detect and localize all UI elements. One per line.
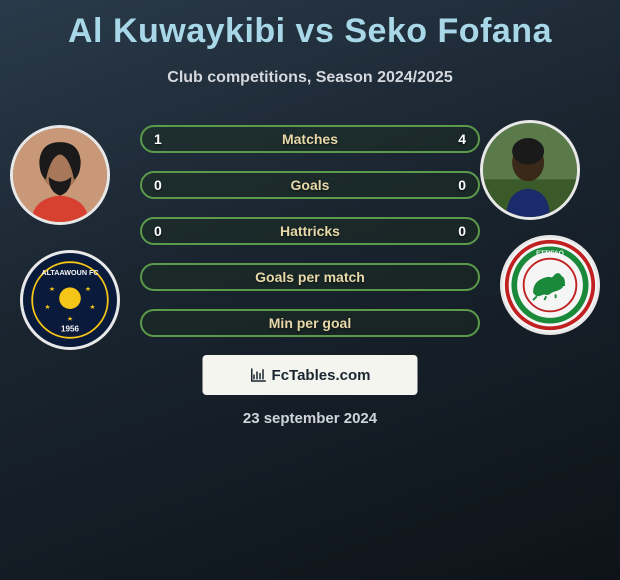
chart-icon xyxy=(250,366,268,384)
date-text: 23 september 2024 xyxy=(0,410,620,427)
stat-left-value: 1 xyxy=(154,131,162,147)
svg-text:1956: 1956 xyxy=(61,325,79,334)
stat-row-goals: 0 Goals 0 xyxy=(140,171,480,199)
svg-text:ETTIFAQ: ETTIFAQ xyxy=(536,250,564,257)
stat-row-matches: 1 Matches 4 xyxy=(140,125,480,153)
stat-label: Matches xyxy=(282,131,338,147)
stat-right-value: 4 xyxy=(458,131,466,147)
stat-row-min-per-goal: Min per goal xyxy=(140,309,480,337)
club-right-badge: ETTIFAQ xyxy=(500,235,600,335)
stats-container: 1 Matches 4 0 Goals 0 0 Hattricks 0 Goal… xyxy=(140,125,480,355)
stat-label: Goals xyxy=(291,177,330,193)
stat-label: Hattricks xyxy=(280,223,340,239)
club-left-badge: ALTAAWOUN FC 1956 xyxy=(20,250,120,350)
stat-row-goals-per-match: Goals per match xyxy=(140,263,480,291)
stat-label: Goals per match xyxy=(255,269,365,285)
stat-left-value: 0 xyxy=(154,177,162,193)
player-right-avatar xyxy=(480,120,580,220)
stat-row-hattricks: 0 Hattricks 0 xyxy=(140,217,480,245)
stat-right-value: 0 xyxy=(458,177,466,193)
page-title: Al Kuwaykibi vs Seko Fofana xyxy=(0,0,620,51)
brand-bar: FcTables.com xyxy=(203,355,418,395)
svg-text:ALTAAWOUN FC: ALTAAWOUN FC xyxy=(41,268,98,277)
stat-left-value: 0 xyxy=(154,223,162,239)
player-left-avatar xyxy=(10,125,110,225)
stat-label: Min per goal xyxy=(269,315,351,331)
stat-right-value: 0 xyxy=(458,223,466,239)
page-subtitle: Club competitions, Season 2024/2025 xyxy=(0,69,620,87)
brand-text: FcTables.com xyxy=(272,367,371,384)
